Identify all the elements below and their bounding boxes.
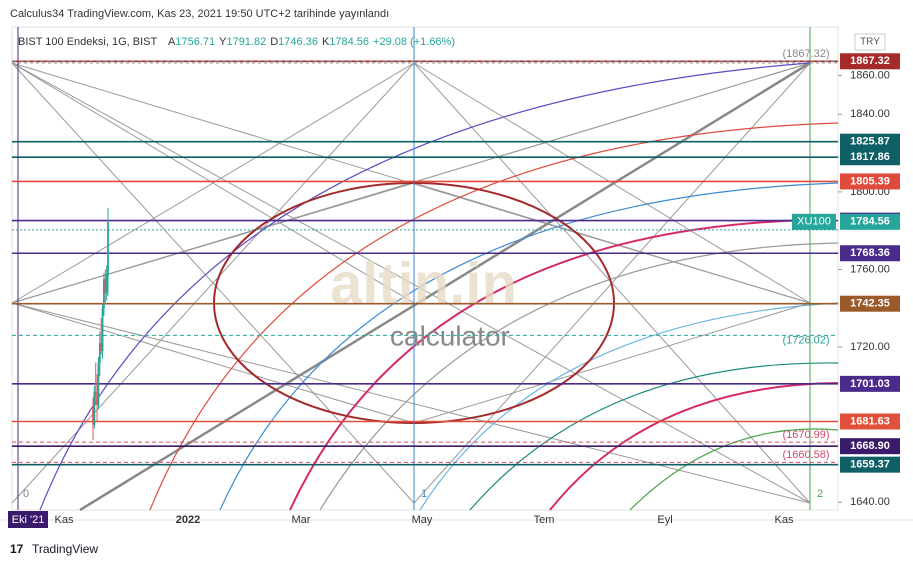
candle-body [103, 279, 105, 309]
x-tick-label: Kas [775, 514, 794, 526]
ohlc-value: 1791.82 [226, 36, 266, 48]
currency: TRY [860, 37, 880, 48]
level-tag [840, 413, 900, 430]
level-tag [840, 173, 900, 190]
x-tick-label: 2022 [176, 514, 200, 526]
ohlc-value: 1784.56 [329, 36, 369, 48]
logo: 17 [10, 542, 24, 556]
symbol-tag [792, 213, 836, 230]
watermark: calculator [390, 320, 510, 351]
level-label: 1825.87 [850, 136, 890, 148]
candle-body [92, 409, 94, 425]
level-label: 1659.37 [850, 459, 890, 471]
change: +29.08 (+1.66%) [373, 36, 455, 48]
annotation-label: (1867.32) [782, 48, 829, 60]
ohlc-letter: K [322, 36, 330, 48]
x-tick-box [8, 511, 48, 528]
fan-label: 2 [817, 488, 823, 500]
annotation-label: (1670.99) [782, 429, 829, 441]
x-tick-label: Mar [292, 514, 311, 526]
level-tag [840, 53, 900, 70]
chart-title: BIST 100 Endeksi, 1G, BIST [18, 36, 157, 48]
candle-body [98, 343, 101, 363]
level-label: 1867.32 [850, 55, 890, 67]
level-label: 1668.90 [850, 440, 890, 452]
currency-box [854, 33, 886, 51]
y-tick-label: 1860.00 [850, 69, 890, 81]
candle-body [97, 362, 100, 406]
level-tag [840, 295, 900, 312]
level-tag [840, 456, 900, 473]
x-tick-label: Eyl [657, 514, 672, 526]
level-tag [840, 375, 900, 392]
x-tick-label: Kas [55, 514, 74, 526]
candle-body [104, 279, 107, 293]
x-tick-label: Tem [534, 514, 555, 526]
footer: TradingView [32, 542, 98, 556]
price-tag [840, 213, 900, 230]
level-label: 1742.35 [850, 298, 890, 310]
y-tick-label: 1840.00 [850, 108, 890, 120]
level-label: 1817.86 [850, 151, 890, 163]
ohlc-value: 1756.71 [175, 36, 215, 48]
candle-body [105, 273, 108, 293]
annotation-label: (1660.58) [782, 449, 829, 461]
candle-body [93, 391, 96, 425]
level-tag [840, 438, 900, 455]
ohlc-letter: D [270, 36, 278, 48]
price-label: 1784.56 [850, 216, 890, 228]
ohlc: A1756.71 Y1791.82 D1746.36 K1784.56 +29.08 (… [168, 36, 455, 48]
y-tick-label: 1640.00 [850, 496, 890, 508]
y-tick-label: 1760.00 [850, 263, 890, 275]
level-label: 1701.03 [850, 378, 890, 390]
candle-body [101, 308, 104, 351]
level-tag [840, 149, 900, 166]
x-tick-label: May [412, 514, 433, 526]
ohlc-letter: Y [219, 36, 227, 48]
fan-label: 1 [421, 488, 427, 500]
symbol: XU100 [797, 216, 831, 228]
level-label: 1805.39 [850, 175, 890, 187]
annotation-label: (1726.02) [782, 334, 829, 346]
level-tag [840, 245, 900, 262]
candle-body [96, 397, 98, 406]
y-tick-label: 1720.00 [850, 341, 890, 353]
candle-body [94, 391, 97, 398]
candle-body [107, 221, 109, 276]
x-tick-label: Eki '21 [12, 514, 45, 526]
ohlc-value: 1746.36 [278, 36, 318, 48]
candle-body [100, 343, 103, 351]
plot-frame [11, 26, 839, 511]
level-tag [840, 133, 900, 150]
level-label: 1681.63 [850, 415, 890, 427]
level-label: 1768.36 [850, 247, 890, 259]
fan-label: 0 [23, 488, 29, 500]
ohlc-letter: A [168, 36, 176, 48]
header: Calculus34 TradingView.com, Kas 23, 2021… [10, 8, 389, 20]
watermark: altin.in [330, 251, 517, 316]
